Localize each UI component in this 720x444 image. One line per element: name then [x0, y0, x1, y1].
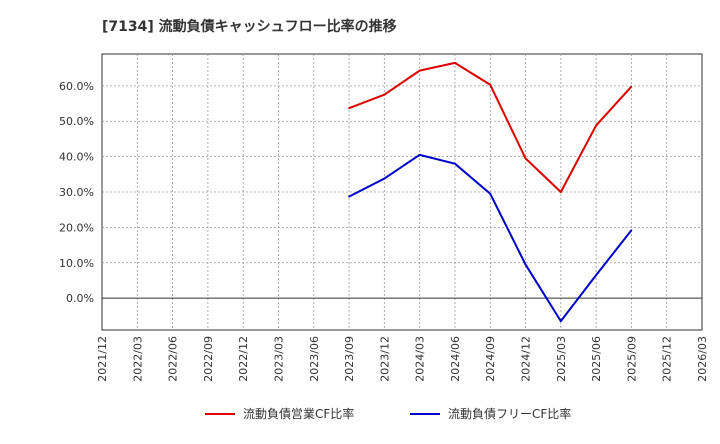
x-tick-label: 2023/03: [272, 336, 285, 382]
x-tick-label: 2025/12: [661, 336, 674, 382]
series-2-point-2024/06: [454, 162, 456, 165]
series-1-point-2025/09: [630, 85, 633, 88]
x-axis: 2021/12 2022/03 2022/06 2022/09 2022/12 2023/…: [96, 336, 709, 382]
series-1-point-2025/03: [559, 191, 562, 193]
legend: 流動負債営業CF比率 流動負債フリーCF比率: [205, 406, 571, 421]
y-tick-label: 10.0%: [59, 257, 94, 270]
y-tick-label: 50.0%: [59, 115, 94, 128]
x-tick-label: 2022/12: [237, 336, 250, 382]
x-tick-label: 2025/06: [590, 336, 603, 382]
x-tick-label: 2024/03: [414, 336, 427, 382]
series-1-point-2023/09: [348, 107, 350, 110]
series-2-point-2024/03: [418, 153, 421, 156]
legend-label-2: 流動負債フリーCF比率: [448, 406, 571, 421]
y-axis: 0.0% 10.0% 20.0% 30.0% 40.0% 50.0% 60.0%: [59, 80, 94, 305]
y-tick-label: 30.0%: [59, 186, 94, 199]
legend-label-1: 流動負債営業CF比率: [243, 406, 354, 421]
y-tick-label: 60.0%: [59, 80, 94, 93]
x-tick-label: 2025/03: [555, 336, 568, 382]
x-tick-label: 2024/06: [449, 336, 462, 382]
x-tick-label: 2025/09: [625, 336, 638, 382]
series-1-point-2024/06: [454, 61, 456, 64]
x-tick-label: 2024/12: [520, 336, 533, 382]
series-layer: [348, 61, 633, 323]
x-tick-label: 2023/09: [343, 336, 356, 382]
series-2-point-2025/09: [630, 229, 633, 232]
x-tick-label: 2022/09: [202, 336, 215, 382]
y-tick-label: 40.0%: [59, 151, 94, 164]
x-tick-label: 2021/12: [96, 336, 109, 382]
series-2-point-2023/09: [348, 195, 350, 198]
series-1-point-2024/03: [418, 69, 421, 72]
x-tick-label: 2022/03: [131, 336, 144, 382]
series-2-point-2024/09: [489, 192, 492, 195]
gridlines: [102, 54, 702, 330]
series-2-point-2024/12: [524, 263, 527, 266]
series-1-point-2024/09: [489, 83, 492, 86]
series-1-point-2024/12: [524, 157, 527, 160]
series-2-point-2023/12: [383, 177, 386, 180]
x-tick-label: 2023/06: [308, 336, 321, 382]
x-tick-label: 2022/06: [167, 336, 180, 382]
y-tick-label: 0.0%: [66, 292, 94, 305]
series-1-point-2025/06: [595, 124, 598, 127]
x-tick-label: 2023/12: [378, 336, 391, 382]
x-tick-label: 2024/09: [484, 336, 497, 382]
series-1-point-2023/12: [383, 93, 386, 96]
series-2-point-2025/06: [595, 274, 598, 277]
y-tick-label: 20.0%: [59, 221, 94, 234]
series-2-point-2025/03: [559, 320, 562, 323]
chart-title: [7134] 流動負債キャッシュフロー比率の推移: [102, 18, 397, 35]
x-tick-label: 2026/03: [696, 336, 709, 382]
